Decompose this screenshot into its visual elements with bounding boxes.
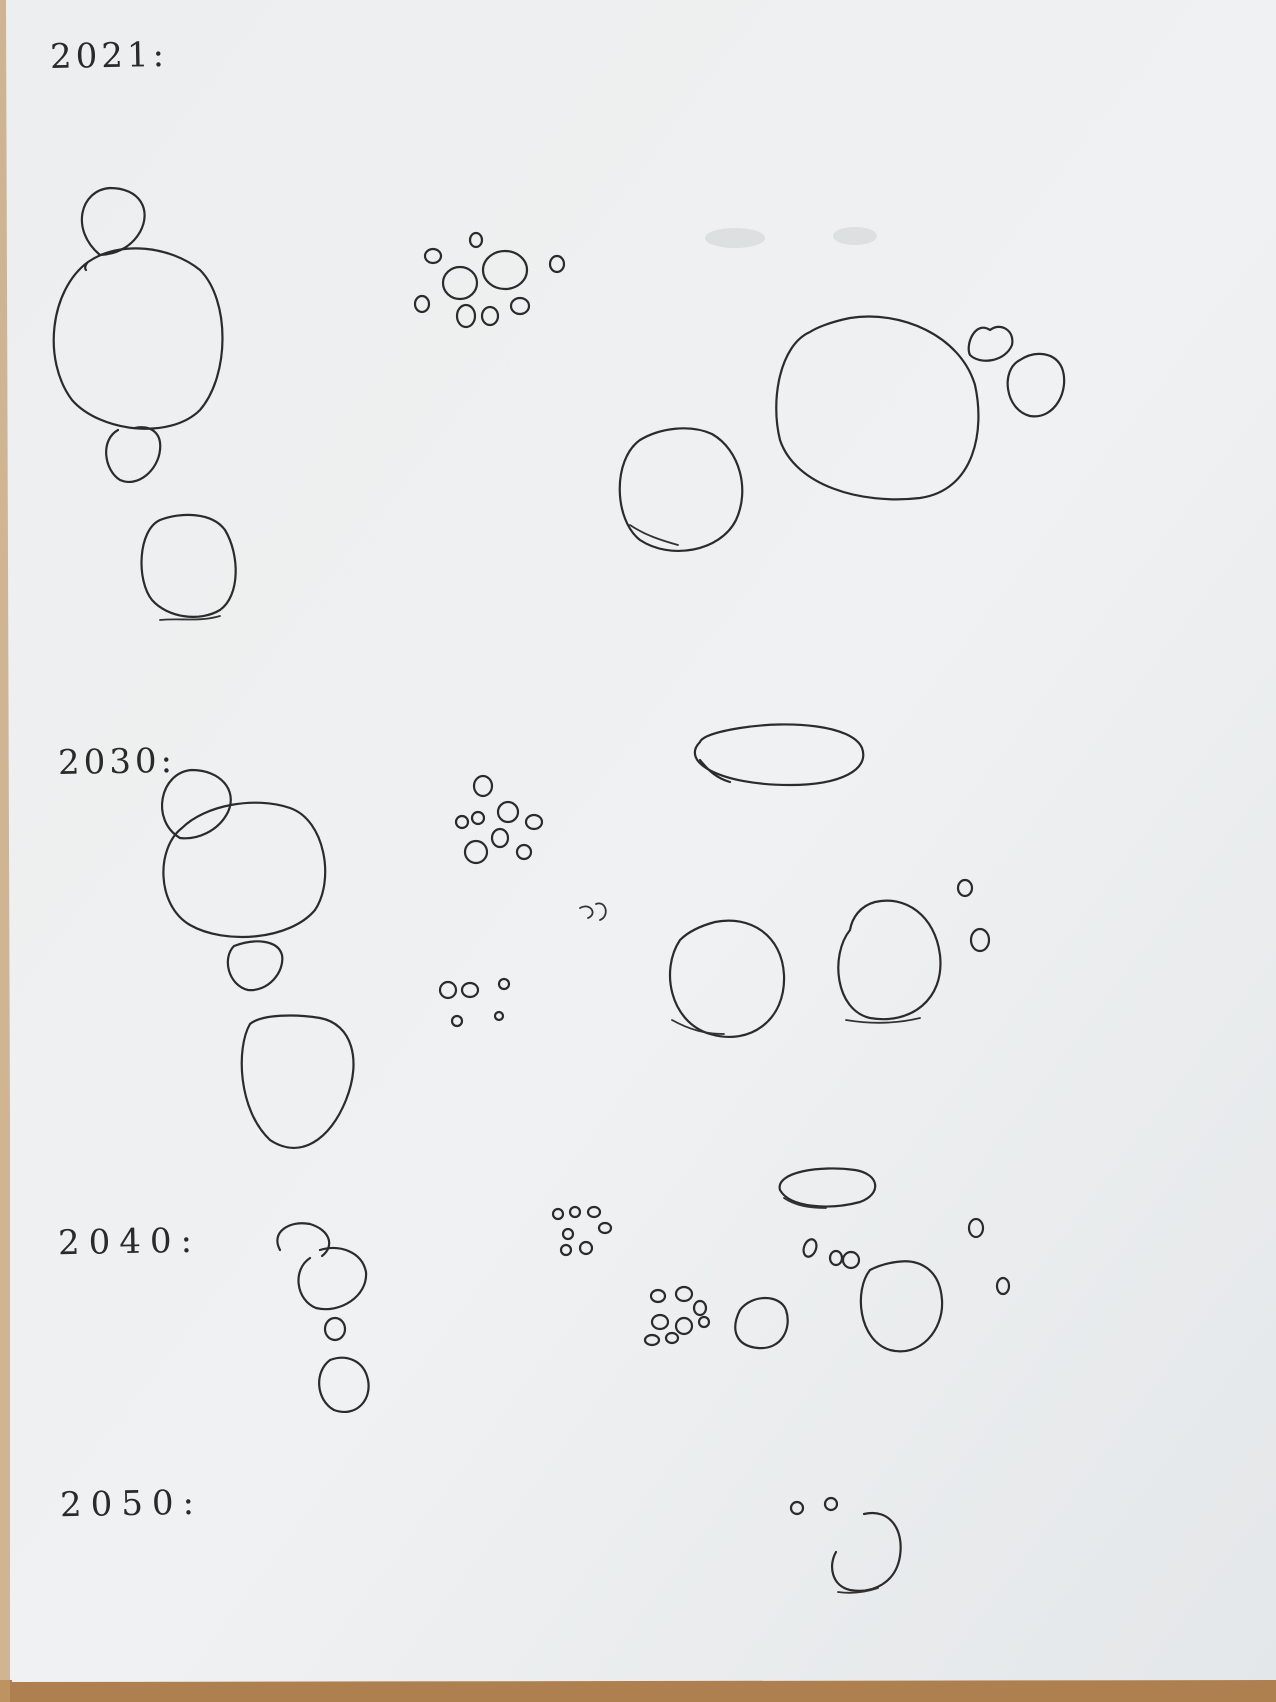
doodle-2050-right-cluster <box>789 1496 902 1594</box>
year-label-2040: 2040: <box>57 1220 202 1264</box>
doodle-2021-small-cluster <box>413 231 566 329</box>
doodle-2040-small-clusters <box>551 1205 711 1347</box>
year-label-2030: 2030: <box>57 740 177 784</box>
year-label-2050: 2050: <box>59 1482 204 1526</box>
doodle-2021-right-cluster <box>618 315 1066 552</box>
doodle-2030-small-clusters <box>438 774 607 1028</box>
doodle-2021-left-cluster <box>52 186 237 621</box>
doodle-2040-left-cluster <box>276 1222 370 1413</box>
doodle-2040-right-cluster <box>734 1167 1011 1353</box>
doodle-2030-right-cluster <box>668 723 991 1039</box>
doodle-2030-left-cluster <box>161 768 355 1149</box>
year-label-2021: 2021: <box>49 34 169 78</box>
